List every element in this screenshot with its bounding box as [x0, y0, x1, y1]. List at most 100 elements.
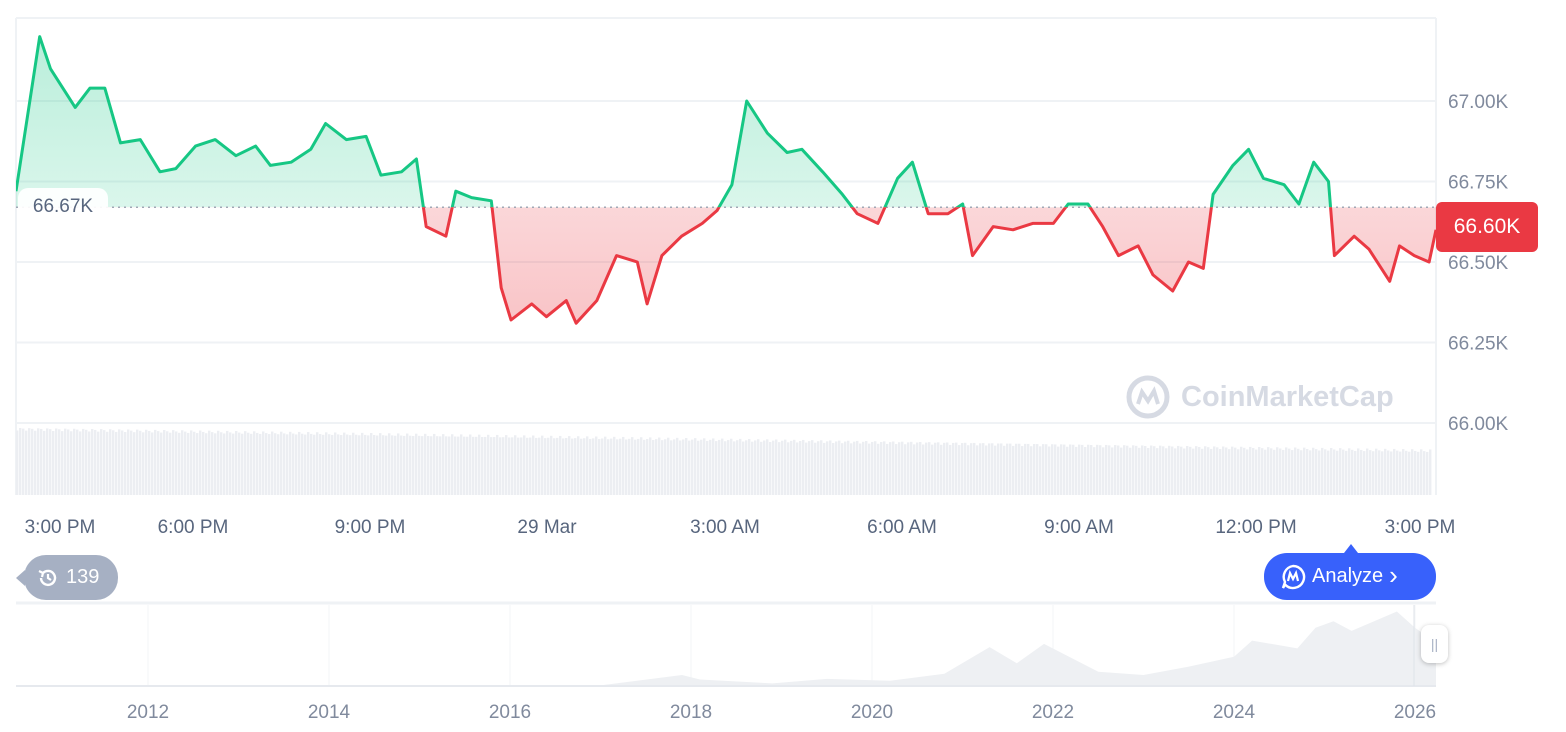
volume-bar: [304, 434, 307, 495]
history-badge[interactable]: 139: [16, 555, 118, 600]
volume-bar: [385, 435, 388, 495]
volume-bar: [1333, 449, 1336, 495]
volume-bar: [1063, 444, 1066, 495]
volume-bar: [424, 433, 427, 495]
volume-bar: [454, 436, 457, 495]
volume-bar: [874, 441, 877, 495]
volume-bar: [1204, 446, 1207, 495]
volume-bar: [802, 439, 805, 495]
volume-bar: [55, 428, 58, 495]
volume-bar: [1300, 450, 1303, 495]
volume-bar: [115, 431, 118, 495]
volume-bar: [1282, 449, 1285, 495]
volume-bar: [751, 441, 754, 495]
volume-bar: [160, 432, 163, 495]
volume-bar: [442, 434, 445, 495]
volume-bar: [937, 442, 940, 495]
volume-bar: [526, 437, 529, 495]
volume-bar: [1192, 448, 1195, 495]
volume-bar: [1255, 449, 1258, 495]
volume-bar: [829, 440, 832, 495]
volume-bar: [100, 429, 103, 495]
volume-bar: [397, 433, 400, 495]
volume-bar: [22, 428, 25, 495]
volume-bar: [583, 438, 586, 495]
volume-bar: [88, 431, 91, 495]
volume-bar: [196, 433, 199, 495]
volume-bar: [280, 431, 283, 495]
volume-bar: [1003, 445, 1006, 495]
volume-bar: [412, 436, 415, 495]
volume-bar: [1198, 447, 1201, 495]
volume-bar: [952, 442, 955, 495]
volume-bar: [598, 439, 601, 495]
volume-bar: [1294, 447, 1297, 495]
volume-bar: [1165, 448, 1168, 495]
volume-bar: [1057, 446, 1060, 495]
volume-bar: [1066, 446, 1069, 495]
volume-bar: [181, 430, 184, 495]
volume-bar: [469, 434, 472, 495]
volume-bar: [271, 431, 274, 495]
volume-bar: [826, 441, 829, 495]
volume-bar: [94, 429, 97, 495]
volume-bar: [1219, 449, 1222, 495]
volume-bar: [1237, 449, 1240, 495]
volume-bar: [205, 433, 208, 495]
volume-bar: [1270, 448, 1273, 495]
volume-bar: [610, 438, 613, 495]
volume-bar: [580, 438, 583, 495]
volume-bar: [589, 438, 592, 495]
volume-bar: [1195, 446, 1198, 495]
analyze-button[interactable]: Analyze ›: [1264, 544, 1436, 600]
volume-bar: [1393, 448, 1396, 495]
volume-bar: [949, 444, 952, 495]
volume-bar: [97, 431, 100, 495]
volume-bar: [91, 429, 94, 495]
volume-bar: [1291, 450, 1294, 495]
volume-bar: [172, 430, 175, 495]
volume-bar: [34, 430, 37, 495]
volume-bar: [898, 442, 901, 495]
volume-bar: [1069, 444, 1072, 495]
volume-bar: [1309, 450, 1312, 495]
volume-bar: [847, 440, 850, 495]
volume-bar: [1015, 443, 1018, 495]
volume-bar: [748, 439, 751, 495]
volume-bar: [1189, 446, 1192, 495]
volume-bar: [133, 432, 136, 495]
volume-bar: [1030, 446, 1033, 495]
volume-bar: [541, 435, 544, 495]
volume-bar: [1324, 449, 1327, 495]
volume-bar: [1078, 444, 1081, 495]
y-tick-label: 66.50K: [1448, 253, 1509, 274]
volume-bar: [1279, 448, 1282, 495]
volume-bar: [1072, 444, 1075, 495]
volume-bar: [1144, 446, 1147, 495]
volume-bar: [394, 435, 397, 495]
volume-bar: [628, 438, 631, 495]
volume-bar: [331, 434, 334, 495]
y-tick-label: 66.75K: [1448, 173, 1509, 194]
volume-bar: [391, 435, 394, 495]
volume-bar: [490, 437, 493, 495]
volume-bar: [1042, 444, 1045, 495]
volume-bar: [934, 442, 937, 495]
volume-bar: [232, 433, 235, 495]
volume-bar: [694, 438, 697, 495]
volume-bar: [1150, 445, 1153, 495]
volume-bar: [1126, 445, 1129, 495]
volume-bar: [715, 441, 718, 495]
volume-bar: [865, 441, 868, 495]
navigator[interactable]: 2012 2014 2016 2018 2020 2022 2024 2026: [16, 601, 1436, 723]
volume-bar: [1408, 451, 1411, 495]
volume-bar: [1114, 445, 1117, 495]
volume-bar: [799, 440, 802, 495]
volume-bar: [886, 443, 889, 495]
volume-bar: [274, 433, 277, 495]
volume-bar: [682, 439, 685, 495]
volume-bar: [877, 443, 880, 495]
volume-bar: [553, 438, 556, 495]
navigator-handle[interactable]: ||: [1421, 625, 1448, 663]
